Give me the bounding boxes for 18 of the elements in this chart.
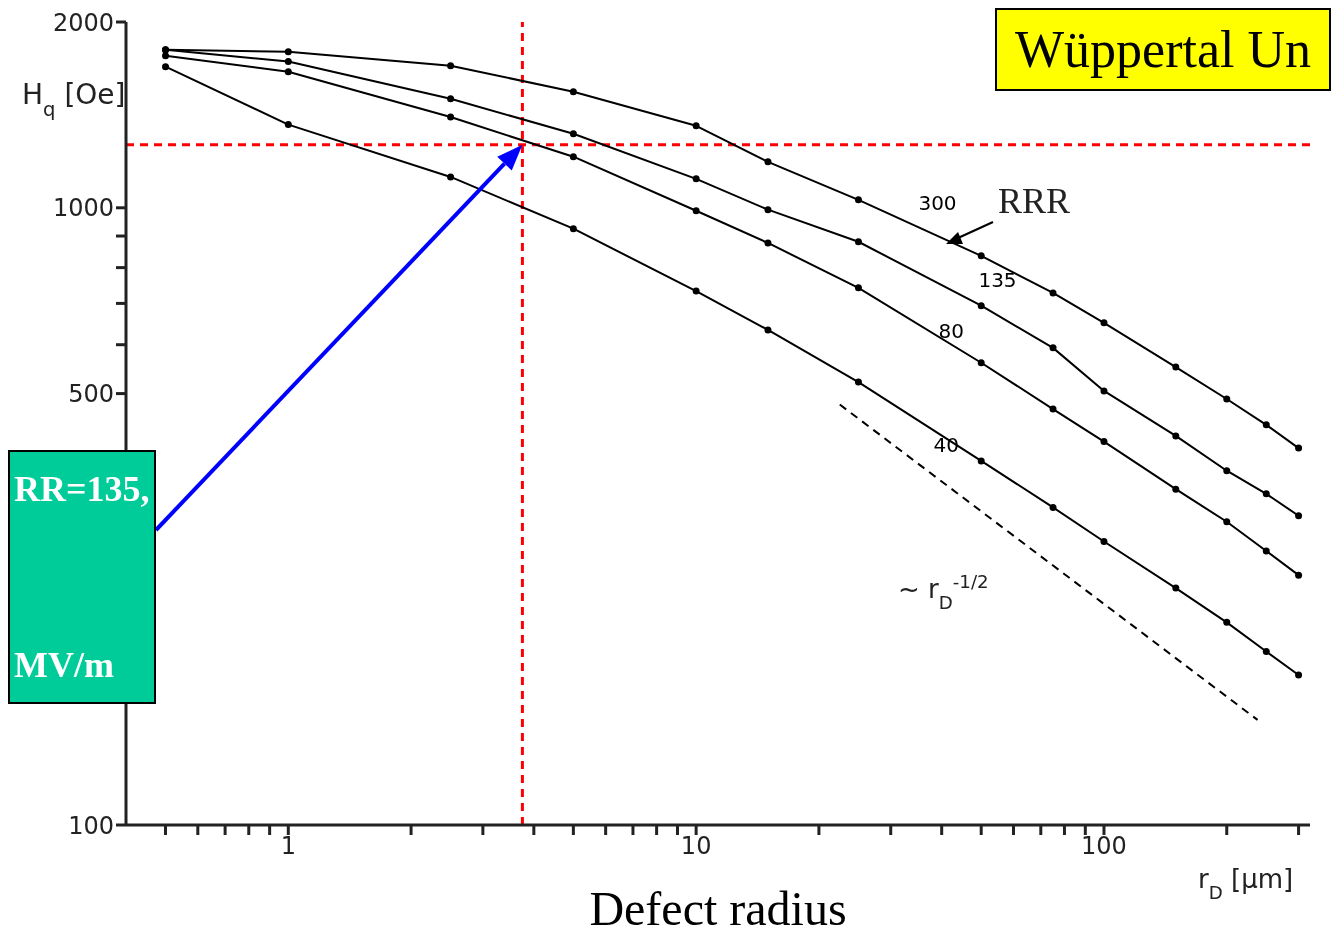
series-label: 40	[933, 433, 959, 458]
y-tick-label: 2000	[52, 8, 114, 37]
text: r$_{D}$ [µm]	[1198, 864, 1294, 903]
chart-title: Wüppertal Un	[994, 8, 1331, 91]
x-tick-label: 10	[680, 832, 712, 861]
annotation: RR=135,	[14, 468, 150, 510]
text: MV/m	[14, 644, 115, 686]
series-label: 300	[918, 190, 957, 215]
x-axis-title: Defect radius	[589, 882, 847, 935]
y-tick-label: 500	[68, 380, 114, 409]
x-tick-label: 1	[280, 832, 296, 861]
y-tick-label: 1000	[52, 194, 114, 223]
annotation: RRR	[998, 181, 1071, 221]
x-tick-label: 100	[1081, 832, 1127, 861]
y-axis-title: H$_{q}$ [Oe]	[22, 78, 126, 121]
series-label: 80	[938, 318, 964, 343]
y-tick-label: 100	[68, 811, 114, 840]
series-label: 135	[978, 267, 1017, 292]
